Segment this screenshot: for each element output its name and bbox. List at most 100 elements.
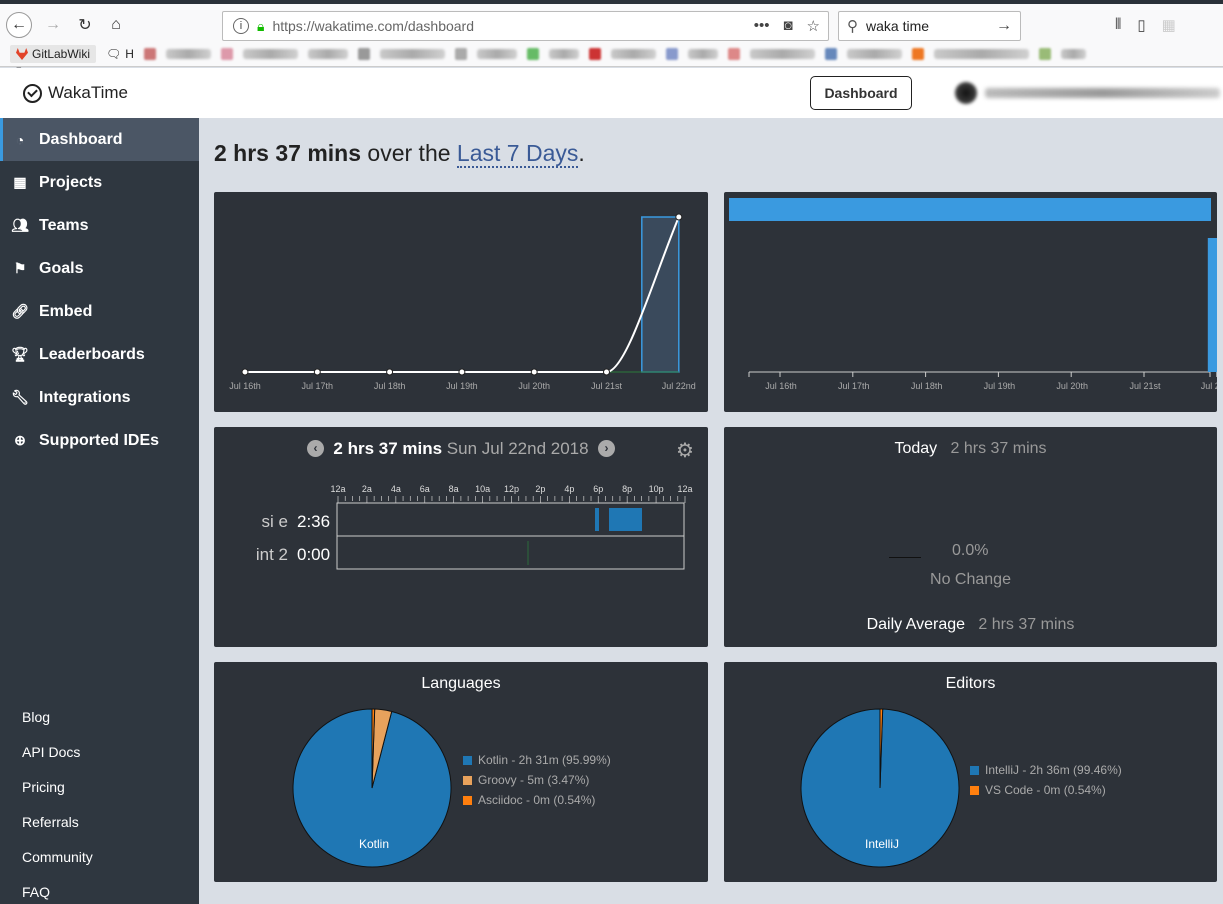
sidebar-item-teams[interactable]: 👥︎ Teams	[0, 204, 199, 247]
line-chart: Jul 16th Jul 17th Jul 18th Jul 19th Jul 20th…	[229, 213, 696, 391]
bookmark-gitlabwiki[interactable]: GitLabWiki	[10, 45, 97, 63]
legend-item: VS Code - 0m (0.54%)	[970, 780, 1122, 800]
footer-link-blog[interactable]: Blog	[22, 709, 51, 725]
footer-link-referrals[interactable]: Referrals	[22, 814, 79, 830]
dashboard-button[interactable]: Dashboard	[810, 76, 912, 110]
blurred-bookmark-icon[interactable]	[588, 48, 601, 60]
sidebar-item-dashboard[interactable]: ◔ Dashboard	[0, 118, 199, 161]
blurred-bookmark-icon[interactable]	[526, 48, 539, 60]
grid-icon: ▦	[13, 174, 27, 190]
activity-line-chart-panel: Jul 16th Jul 17th Jul 18th Jul 19th Jul 20th…	[214, 192, 708, 412]
sidebar-item-projects[interactable]: ▦ Projects	[0, 161, 199, 204]
project-name[interactable]: si e	[261, 512, 288, 531]
next-day-icon[interactable]: ›	[598, 440, 616, 457]
editors-legend: IntelliJ - 2h 36m (99.46%) VS Code - 0m (…	[970, 760, 1122, 800]
extension-icon[interactable]: ▦	[1161, 17, 1176, 34]
search-go-icon[interactable]: →	[996, 17, 1012, 34]
editors-pie: IntelliJ	[800, 708, 960, 868]
footer-link-community[interactable]: Community	[22, 849, 93, 865]
sidebar-item-goals[interactable]: ⚑ Goals	[0, 247, 199, 290]
legend-label: Groovy - 5m (3.47%)	[478, 773, 590, 787]
legend-swatch	[970, 785, 979, 795]
sidebar-item-label: Embed	[39, 302, 93, 320]
timeline-chart: 12a 2a 4a 6a 8a 10a 12p 2p 4p 6p 8p 10p 12a	[330, 484, 693, 570]
blurred-bookmark-icon[interactable]	[357, 48, 370, 60]
app-header: WakaTime Dashboard	[0, 68, 1223, 118]
average-label: Daily Average	[866, 616, 966, 633]
blurred-bookmark-icon[interactable]	[665, 48, 678, 60]
dashboard-icon: ◔	[15, 131, 25, 148]
flag-icon: ⚑	[13, 260, 27, 276]
footer-link-faq[interactable]: FAQ	[22, 884, 51, 900]
hour-tick-label: 10p	[649, 484, 664, 494]
reload-button[interactable]: ↻	[72, 12, 98, 38]
timeline-block	[595, 508, 599, 531]
sidebar: ◔ Dashboard ▦ Projects 👥︎ Teams ⚑ Goals …	[0, 118, 199, 904]
data-point	[386, 368, 394, 376]
average-value: 2 hrs 37 mins	[978, 616, 1075, 633]
home-button[interactable]: ⌂	[103, 12, 129, 38]
data-point	[530, 368, 538, 376]
library-icon[interactable]: ⫴	[1115, 16, 1122, 33]
sidebar-item-leaderboards[interactable]: 🏆︎ Leaderboards	[0, 333, 199, 376]
footer-link-pricing[interactable]: Pricing	[22, 779, 65, 795]
more-actions-icon[interactable]: •••	[753, 17, 770, 34]
brand-logo[interactable]: WakaTime	[23, 83, 128, 103]
previous-day-icon[interactable]: ‹	[306, 440, 324, 457]
url-bar[interactable]: i 🔒︎ https://wakatime.com/dashboard ••• …	[222, 11, 829, 41]
bookmark-h[interactable]: 🗨︎ H	[106, 47, 134, 61]
sidebar-item-label: Integrations	[39, 388, 131, 406]
bar-chart: Jul 16th Jul 17th Jul 18th Jul 19th Jul 20th…	[729, 198, 1223, 391]
activity-bar-chart-panel: Jul 16th Jul 17th Jul 18th Jul 19th Jul 20th…	[724, 192, 1223, 412]
sidebar-item-embed[interactable]: 🔗︎ Embed	[0, 290, 199, 333]
hour-tick-label: 4p	[564, 484, 574, 494]
sidebar-toggle-icon[interactable]: ▯	[1137, 17, 1146, 34]
hour-tick-label: 4a	[391, 484, 401, 494]
project-name[interactable]: int 2	[255, 545, 288, 564]
pocket-icon[interactable]: ◙	[783, 17, 793, 34]
footer-link-api-docs[interactable]: API Docs	[22, 744, 81, 760]
legend-item: Asciidoc - 0m (0.54%)	[463, 790, 611, 810]
x-tick-label: Jul 17th	[838, 381, 870, 391]
lock-icon: 🔒︎	[257, 17, 265, 34]
sidebar-item-supported-ides[interactable]: ⊕ Supported IDEs	[0, 419, 199, 462]
user-menu[interactable]	[955, 82, 1220, 104]
data-point	[675, 213, 683, 221]
bookmark-label: GitLabWiki	[32, 47, 91, 61]
blurred-bookmark-icon[interactable]	[911, 48, 924, 60]
hour-tick-label: 12p	[504, 484, 519, 494]
url-text[interactable]: https://wakatime.com/dashboard	[272, 18, 474, 34]
forward-button[interactable]: →	[40, 12, 66, 38]
x-tick-label: Jul 19th	[446, 381, 478, 391]
sidebar-item-label: Leaderboards	[39, 345, 145, 363]
gear-icon[interactable]: ⚙	[676, 440, 694, 462]
blurred-bookmark-icon[interactable]	[143, 48, 156, 60]
x-tick-label: Jul 21st	[1129, 381, 1161, 391]
hour-tick-label: 8a	[449, 484, 459, 494]
search-bar[interactable]: ⚲ waka time →	[838, 11, 1021, 41]
bookmarks-bar: GitLabWiki 🗨︎ H	[0, 42, 1223, 67]
range-selector[interactable]: Last 7 Days	[456, 140, 579, 168]
x-tick-label: Jul 18th	[374, 381, 406, 391]
blurred-bookmark-icon[interactable]	[220, 48, 233, 60]
highlight-area	[641, 216, 680, 373]
blurred-bookmark-icon[interactable]	[824, 48, 837, 60]
info-icon[interactable]: i	[233, 18, 249, 34]
pie-slice	[371, 708, 376, 789]
back-button[interactable]: ←	[6, 12, 32, 38]
series-line	[245, 216, 680, 373]
sidebar-item-integrations[interactable]: 🔧︎ Integrations	[0, 376, 199, 419]
hour-tick-label: 12a	[677, 484, 692, 494]
plus-circle-icon: ⊕	[14, 432, 26, 448]
x-tick-label: Jul 20th	[518, 381, 550, 391]
day-date: Sun Jul 22nd 2018	[446, 439, 589, 458]
search-input[interactable]: waka time	[866, 18, 930, 34]
blurred-bookmark-icon[interactable]	[1038, 48, 1051, 60]
blurred-bookmark-icon[interactable]	[727, 48, 740, 60]
reload-icon: ↻	[78, 17, 92, 34]
user-email-redacted	[985, 88, 1220, 98]
bookmark-label: H	[125, 47, 134, 61]
legend-item: Groovy - 5m (3.47%)	[463, 770, 611, 790]
blurred-bookmark-icon[interactable]	[454, 48, 467, 60]
bookmark-star-icon[interactable]: ☆	[806, 18, 820, 35]
